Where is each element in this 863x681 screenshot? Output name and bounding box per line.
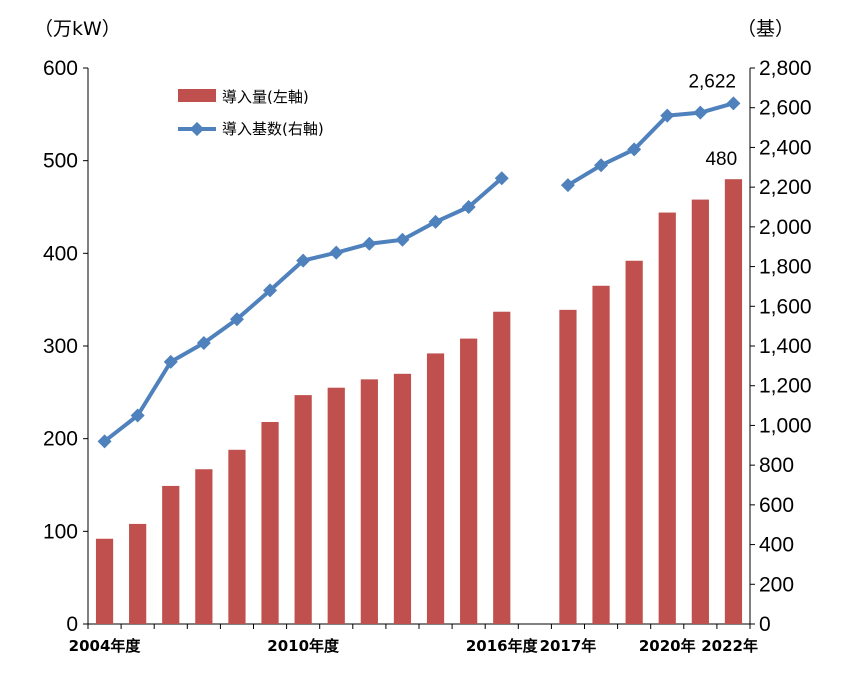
legend: 導入量(左軸) 導入基数(右軸) <box>178 88 324 138</box>
bar <box>195 469 213 624</box>
right-tick-label: 1,600 <box>759 295 812 318</box>
line-segment <box>566 101 734 187</box>
line-point <box>726 96 741 111</box>
line-point <box>660 108 675 123</box>
right-tick-label: 2,200 <box>759 176 812 199</box>
legend-line-label: 導入基数(右軸) <box>222 120 324 138</box>
tick-labels: 0 100 200 300 400 500 600 0 200 400 600 800 1,000 1,2… <box>43 57 812 655</box>
bar <box>129 523 147 624</box>
bar <box>658 212 676 624</box>
line-point <box>627 142 642 157</box>
right-tick-label: 2,400 <box>759 136 812 159</box>
right-tick-label: 1,800 <box>759 256 812 279</box>
left-tick-label: 200 <box>43 428 78 451</box>
bar <box>393 373 412 624</box>
bar <box>691 199 709 624</box>
right-tick-label: 1,400 <box>759 335 812 358</box>
right-tick-label: 1,200 <box>759 375 812 398</box>
left-axis-unit: （万kW） <box>34 18 121 40</box>
x-tick-label: 2004年度 <box>69 637 142 655</box>
left-tick-label: 600 <box>43 57 78 80</box>
legend-line-marker <box>189 121 205 137</box>
line-point <box>296 253 311 268</box>
left-tick-label: 300 <box>43 335 78 358</box>
left-tick-label: 500 <box>43 150 78 173</box>
legend-bar-swatch <box>178 89 216 102</box>
x-tick-label: 2010年度 <box>267 637 340 655</box>
right-tick-label: 400 <box>759 534 794 557</box>
legend-bar-label: 導入量(左軸) <box>222 88 309 106</box>
left-tick-label: 400 <box>43 242 78 265</box>
axes <box>87 68 751 625</box>
bar <box>625 260 643 624</box>
bar <box>360 379 378 624</box>
line-point <box>130 408 145 423</box>
line-point <box>329 245 344 260</box>
right-axis-unit: （基） <box>737 18 794 40</box>
bar <box>426 353 445 624</box>
line-point <box>263 283 278 298</box>
right-tick-label: 0 <box>759 613 771 636</box>
bar <box>162 485 180 624</box>
line-point <box>461 200 476 214</box>
line-point <box>494 171 509 186</box>
line-point <box>560 178 575 193</box>
bar <box>294 395 312 624</box>
right-tick-label: 200 <box>759 573 794 596</box>
bar-last-data-label: 480 <box>705 149 737 170</box>
line-point <box>163 354 178 369</box>
line-last-data-label: 2,622 <box>688 71 736 92</box>
x-tick-label: 2020年 <box>639 637 696 655</box>
right-tick-label: 600 <box>759 494 794 517</box>
bar <box>460 338 478 624</box>
bar <box>95 538 114 624</box>
right-tick-label: 2,800 <box>759 57 812 80</box>
bar <box>261 421 279 624</box>
x-tick-label: 2016年度 <box>466 637 539 655</box>
right-tick-label: 1,000 <box>759 414 812 437</box>
x-tick-label: 2017年 <box>540 637 597 655</box>
left-tick-label: 100 <box>43 520 78 543</box>
bar <box>493 311 511 624</box>
line-point <box>97 434 112 449</box>
bar <box>724 179 743 624</box>
line-point <box>693 105 708 120</box>
line-point <box>229 312 244 327</box>
right-tick-label: 2,600 <box>759 97 812 120</box>
right-tick-label: 800 <box>759 454 794 477</box>
x-tick-label: 2022年 <box>701 637 758 655</box>
line-point <box>196 336 211 351</box>
line-point <box>428 214 443 229</box>
line-series <box>97 96 741 449</box>
line-point <box>362 236 377 251</box>
bar <box>327 387 345 624</box>
line-point <box>594 158 609 173</box>
bar <box>592 285 610 624</box>
bar-series <box>95 179 743 624</box>
bar <box>228 449 246 624</box>
bar <box>559 309 577 624</box>
right-tick-label: 2,000 <box>759 216 812 239</box>
line-point <box>395 232 410 247</box>
left-tick-label: 0 <box>66 613 78 636</box>
